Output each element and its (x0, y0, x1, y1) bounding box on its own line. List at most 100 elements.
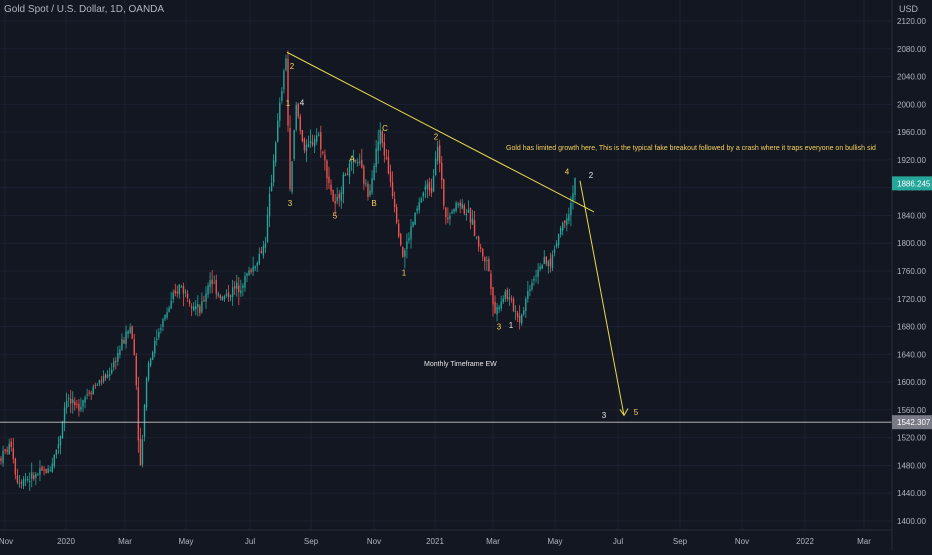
candle-body (0, 458, 2, 461)
candle-body (119, 349, 121, 356)
candle-body (37, 474, 39, 476)
candle-body (480, 247, 482, 249)
candle-body (236, 282, 238, 289)
price-tick-label: 1840.00 (897, 211, 926, 220)
candle-body (291, 161, 293, 192)
candle-body (162, 319, 164, 327)
candle-body (506, 289, 509, 299)
candle-body (453, 208, 455, 212)
price-axis: 2120.00 2080.00 2040.00 2000.00 1960.00 1920.… (891, 0, 932, 550)
projection-line (579, 180, 625, 416)
candle-body (451, 211, 453, 214)
candle-body (149, 358, 152, 366)
candle-body (562, 222, 564, 231)
wave-label: 4 (300, 98, 305, 107)
candle-body (529, 289, 531, 292)
candle-body (231, 287, 234, 297)
candle-body (12, 448, 14, 459)
candle-body (113, 361, 115, 368)
candle-body (461, 203, 463, 209)
candle-body (328, 176, 330, 184)
candle-body (287, 58, 289, 126)
candle-body (512, 299, 515, 311)
wave-label: 2 (434, 132, 439, 141)
candle-body (16, 475, 19, 483)
candle-body (277, 120, 279, 142)
candle-body (102, 376, 105, 382)
candle-body (147, 363, 150, 380)
candle-body (98, 379, 101, 384)
candle-body (262, 245, 265, 256)
candle-body (24, 479, 27, 481)
candle-body (514, 311, 517, 313)
price-tick-label: 1800.00 (897, 239, 926, 248)
price-tick-label: 1400.00 (897, 517, 926, 526)
candle-body (63, 407, 66, 423)
candle-body (391, 182, 394, 197)
candle-body (133, 339, 135, 355)
wave-label: 2 (290, 62, 295, 71)
candle-body (65, 400, 68, 408)
candle-body (137, 387, 140, 441)
candle-body (135, 356, 137, 386)
price-tick-label: 1480.00 (897, 461, 926, 470)
candle-body (67, 398, 70, 400)
candle-body (6, 449, 8, 452)
candle-body (22, 479, 25, 486)
candle-body (408, 238, 410, 241)
candle-body (256, 262, 258, 266)
candle-body (496, 306, 498, 315)
candle-body (385, 157, 388, 159)
candle-body (494, 302, 496, 314)
candle-body (482, 248, 484, 257)
time-tick-label: Nov (0, 537, 13, 546)
candle-body (186, 293, 189, 298)
candle-body (508, 297, 511, 300)
currency-label: USD (898, 4, 918, 14)
candle-body (156, 338, 158, 340)
candle-body (330, 184, 332, 192)
candle-body (227, 292, 230, 298)
candle-body (541, 265, 543, 269)
candle-body (473, 220, 476, 236)
candle-body (217, 293, 219, 296)
price-axis-panel (892, 0, 932, 550)
candle-body (428, 181, 431, 191)
candles (0, 50, 576, 491)
time-tick-label: Mar (857, 537, 871, 546)
candle-body (359, 161, 361, 163)
candle-body (566, 218, 568, 226)
candle-body (168, 307, 170, 313)
candle-body (242, 285, 244, 289)
candle-body (420, 198, 422, 203)
candle-body (221, 296, 224, 301)
candle-body (539, 266, 541, 270)
candle-body (365, 183, 367, 185)
candle-body (182, 285, 185, 294)
price-tick-label: 1920.00 (897, 156, 926, 165)
candle-body (115, 360, 117, 362)
candle-body (213, 282, 215, 284)
candle-body (43, 469, 45, 471)
candle-body (74, 401, 76, 406)
candle-body (244, 276, 246, 288)
candle-body (443, 179, 445, 206)
price-tick-label: 1520.00 (897, 434, 926, 443)
candle-body (104, 374, 107, 379)
candle-body (373, 165, 375, 181)
candle-body (393, 198, 396, 208)
candle-body (47, 468, 49, 473)
candle-body (254, 266, 256, 269)
candle-body (172, 292, 174, 300)
candle-body (410, 226, 412, 240)
price-tick-label: 1560.00 (897, 406, 926, 415)
candle-body (55, 449, 58, 455)
candle-body (488, 258, 490, 271)
candle-body (559, 227, 562, 235)
candle-body (475, 236, 478, 238)
candle-body (432, 176, 435, 192)
candle-body (434, 158, 437, 175)
candle-body (369, 190, 371, 196)
candle-body (439, 145, 441, 164)
